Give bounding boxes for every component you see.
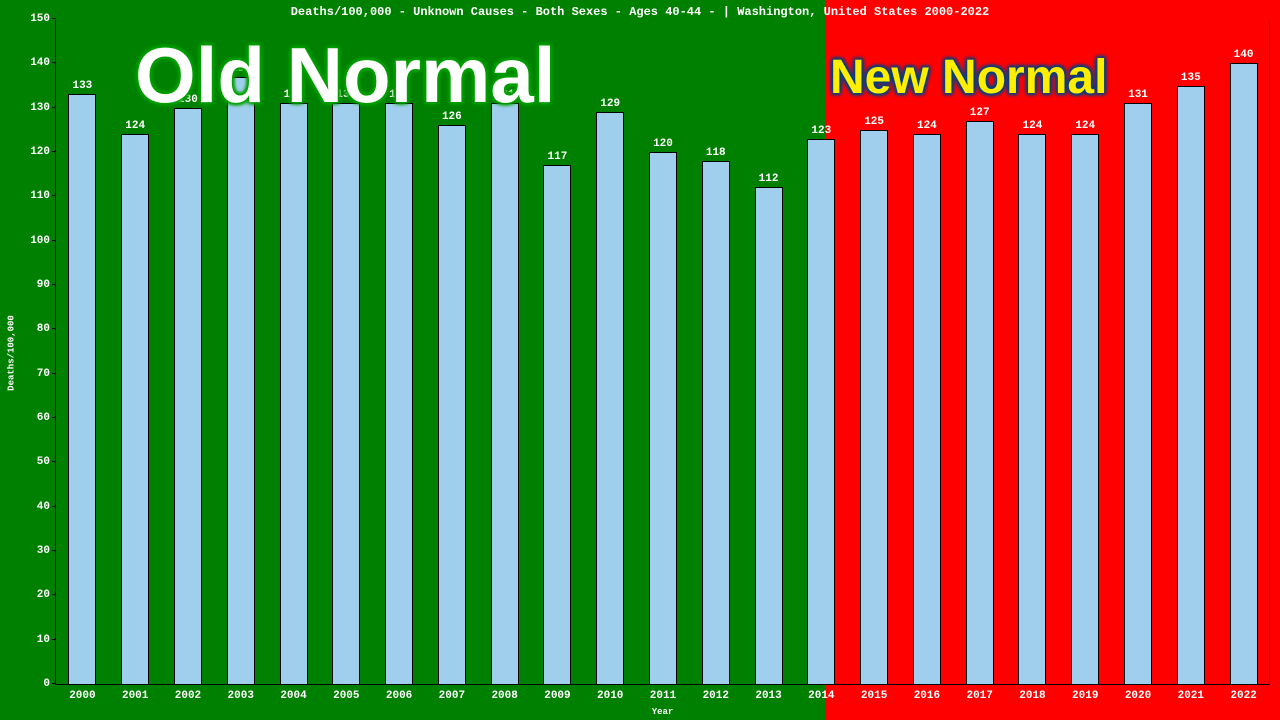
y-tick-label: 100	[30, 235, 56, 247]
bar-value-label: 135	[1181, 72, 1201, 84]
bar-value-label: 131	[1128, 89, 1148, 101]
bar-value-label: 124	[1023, 120, 1043, 132]
x-tick-label: 2008	[491, 690, 517, 702]
x-tick-label: 2020	[1125, 690, 1151, 702]
bar	[332, 103, 360, 684]
bar-wrapper: 1242016	[901, 20, 954, 684]
x-axis-label: Year	[652, 707, 674, 717]
x-tick-label: 2018	[1019, 690, 1045, 702]
bar	[966, 121, 994, 684]
bar-wrapper: 1232014	[795, 20, 848, 684]
x-tick-label: 2003	[228, 690, 254, 702]
x-tick-label: 2007	[439, 690, 465, 702]
annotation-1: New Normal	[830, 50, 1107, 105]
y-tick-label: 30	[37, 545, 56, 557]
x-tick-label: 2010	[597, 690, 623, 702]
x-tick-label: 2015	[861, 690, 887, 702]
bar	[1018, 134, 1046, 684]
x-tick-label: 2014	[808, 690, 834, 702]
bar-wrapper: 1332000	[56, 20, 109, 684]
bar-value-label: 112	[759, 173, 779, 185]
x-tick-label: 2005	[333, 690, 359, 702]
bar	[491, 103, 519, 684]
bar	[121, 134, 149, 684]
x-tick-label: 2016	[914, 690, 940, 702]
bar-wrapper: 1352021	[1164, 20, 1217, 684]
bar	[1230, 63, 1258, 684]
y-tick-label: 110	[30, 190, 56, 202]
bar-value-label: 140	[1234, 49, 1254, 61]
x-tick-label: 2022	[1230, 690, 1256, 702]
y-tick-label: 50	[37, 456, 56, 468]
bar-value-label: 129	[600, 98, 620, 110]
bar	[596, 112, 624, 684]
bar-wrapper: 1122013	[742, 20, 795, 684]
x-tick-label: 2004	[280, 690, 306, 702]
chart-container: Deaths/100,000 - Unknown Causes - Both S…	[0, 0, 1280, 720]
annotation-0: Old Normal	[135, 30, 555, 121]
bar-value-label: 125	[864, 116, 884, 128]
x-tick-label: 2001	[122, 690, 148, 702]
x-tick-label: 2017	[966, 690, 992, 702]
bar-wrapper: 1292010	[584, 20, 637, 684]
y-tick-label: 10	[37, 634, 56, 646]
y-tick-label: 120	[30, 146, 56, 158]
y-tick-label: 40	[37, 501, 56, 513]
x-tick-label: 2009	[544, 690, 570, 702]
bar-wrapper: 1242019	[1059, 20, 1112, 684]
x-tick-label: 2019	[1072, 690, 1098, 702]
bar-value-label: 117	[548, 151, 568, 163]
y-tick-label: 140	[30, 57, 56, 69]
x-tick-label: 2011	[650, 690, 676, 702]
x-tick-label: 2012	[703, 690, 729, 702]
right-axis-line	[1269, 20, 1270, 684]
y-tick-label: 20	[37, 589, 56, 601]
y-tick-label: 0	[43, 678, 56, 690]
bar-wrapper: 1242018	[1006, 20, 1059, 684]
bar-value-label: 133	[72, 80, 92, 92]
bar-value-label: 124	[1075, 120, 1095, 132]
bar	[174, 108, 202, 684]
x-tick-label: 2021	[1178, 690, 1204, 702]
bar	[1177, 86, 1205, 685]
bar-value-label: 123	[811, 125, 831, 137]
y-tick-label: 90	[37, 279, 56, 291]
bar-value-label: 118	[706, 147, 726, 159]
x-tick-label: 2006	[386, 690, 412, 702]
bar	[1124, 103, 1152, 684]
bar	[702, 161, 730, 684]
bar	[438, 125, 466, 684]
bar-wrapper: 1402022	[1217, 20, 1270, 684]
x-tick-label: 2013	[755, 690, 781, 702]
bar-value-label: 127	[970, 107, 990, 119]
y-tick-label: 80	[37, 323, 56, 335]
bar	[1071, 134, 1099, 684]
x-tick-label: 2000	[69, 690, 95, 702]
bar	[649, 152, 677, 684]
bar	[280, 103, 308, 684]
bar	[860, 130, 888, 684]
bar	[68, 94, 96, 684]
bar-wrapper: 1202011	[637, 20, 690, 684]
bar-value-label: 120	[653, 138, 673, 150]
y-tick-label: 130	[30, 102, 56, 114]
y-tick-label: 70	[37, 368, 56, 380]
y-axis-label: Deaths/100,000	[6, 315, 16, 391]
y-tick-label: 60	[37, 412, 56, 424]
bar-wrapper: 1182012	[689, 20, 742, 684]
x-tick-label: 2002	[175, 690, 201, 702]
bar	[385, 103, 413, 684]
bar-wrapper: 1272017	[953, 20, 1006, 684]
bar-value-label: 124	[125, 120, 145, 132]
bar-wrapper: 1252015	[848, 20, 901, 684]
bar	[227, 77, 255, 684]
bar-wrapper: 1312020	[1112, 20, 1165, 684]
chart-title: Deaths/100,000 - Unknown Causes - Both S…	[0, 5, 1280, 19]
bar	[755, 187, 783, 684]
bar-value-label: 124	[917, 120, 937, 132]
bar	[543, 165, 571, 684]
bar	[913, 134, 941, 684]
bar	[807, 139, 835, 684]
